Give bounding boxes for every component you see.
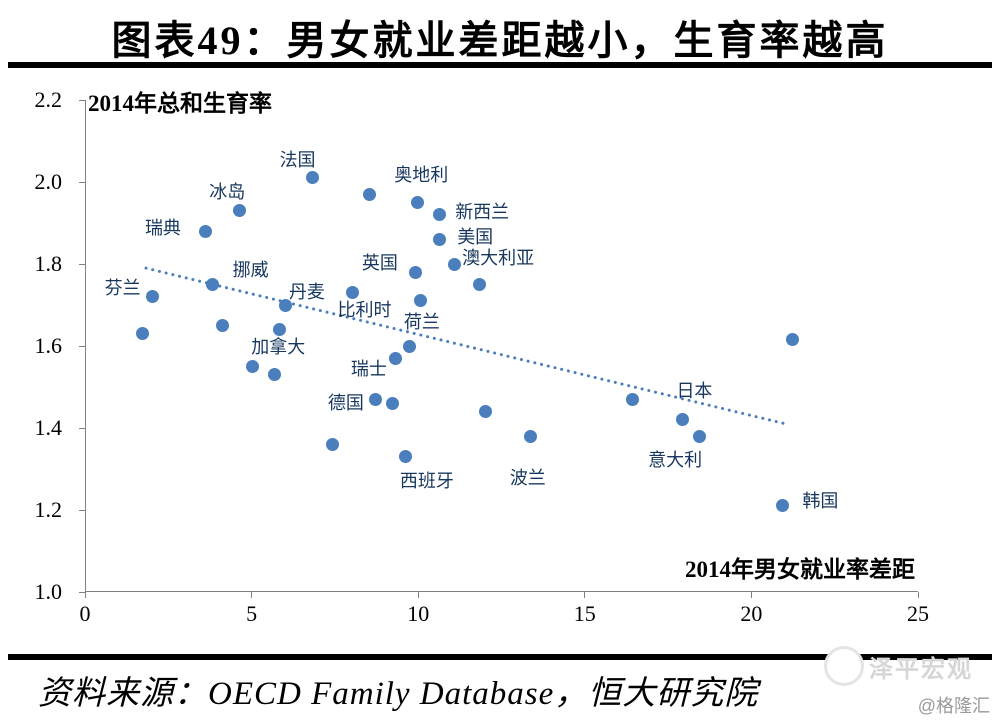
point-label: 瑞士 xyxy=(350,359,387,380)
watermark-logo-icon xyxy=(824,646,864,686)
data-point xyxy=(369,392,383,406)
data-point xyxy=(625,392,639,406)
y-tick-mark xyxy=(79,345,85,347)
point-label: 意大利 xyxy=(648,450,703,471)
data-point xyxy=(432,208,446,222)
x-tick-mark xyxy=(917,592,919,598)
data-point xyxy=(472,278,486,291)
y-tick-mark xyxy=(79,99,85,101)
point-label: 美国 xyxy=(457,227,494,248)
y-tick-label: 1.4 xyxy=(34,415,63,440)
point-label: 法国 xyxy=(279,149,316,170)
data-point xyxy=(146,290,160,304)
data-point xyxy=(414,294,428,308)
data-point xyxy=(447,257,461,271)
data-point xyxy=(267,368,281,382)
x-tick-label: 10 xyxy=(407,601,430,626)
chart-title: 图表49：男女就业差距越小，生育率越高 xyxy=(111,18,889,63)
data-point xyxy=(326,437,340,451)
y-tick-label: 1.8 xyxy=(34,251,63,276)
x-tick-label: 15 xyxy=(573,601,596,626)
data-point xyxy=(411,196,425,209)
point-label: 日本 xyxy=(676,381,713,402)
y-axis-title: 2014年总和生育率 xyxy=(88,91,272,116)
trend-line-layer xyxy=(144,266,788,426)
data-point xyxy=(232,204,246,218)
x-tick-mark xyxy=(84,592,86,598)
data-point xyxy=(386,396,400,410)
y-tick-mark xyxy=(79,509,85,511)
bottom-divider xyxy=(8,654,992,660)
data-point xyxy=(216,319,230,332)
data-point xyxy=(675,413,689,427)
data-point xyxy=(399,450,413,464)
point-label: 波兰 xyxy=(509,468,546,489)
y-tick-mark xyxy=(79,427,85,429)
point-label: 德国 xyxy=(327,393,364,414)
data-point xyxy=(362,187,376,201)
data-point xyxy=(246,360,260,373)
data-point xyxy=(479,405,493,419)
point-label: 韩国 xyxy=(802,490,839,511)
point-label: 荷兰 xyxy=(403,311,440,332)
y-tick-label: 1.6 xyxy=(34,333,63,358)
point-label: 奥地利 xyxy=(394,165,449,186)
data-point xyxy=(692,429,706,443)
data-point xyxy=(524,429,538,443)
platform-watermark: @格隆汇 xyxy=(917,696,990,716)
data-point xyxy=(199,224,213,238)
point-label: 挪威 xyxy=(232,259,269,280)
point-label: 比利时 xyxy=(337,299,392,320)
data-point xyxy=(389,351,403,365)
x-tick-mark xyxy=(417,592,419,598)
point-label: 澳大利亚 xyxy=(462,248,535,268)
plot-area: 芬兰 瑞典挪威 冰岛加拿大 丹麦 法国比利时 奥地利德国 瑞士西班牙 英国荷兰 新西兰美国 澳大利… xyxy=(85,100,918,592)
y-tick-mark xyxy=(79,181,85,183)
data-point xyxy=(409,265,423,279)
x-tick-label: 0 xyxy=(79,601,91,626)
point-label: 冰岛 xyxy=(209,181,246,202)
data-point xyxy=(206,278,220,291)
data-point xyxy=(272,323,286,337)
data-point xyxy=(432,232,446,246)
y-tick-label: 2.2 xyxy=(34,87,63,112)
y-tick-label: 1.2 xyxy=(34,497,63,522)
y-tick-label: 1.0 xyxy=(34,579,63,604)
data-point xyxy=(785,333,799,347)
point-label: 瑞典 xyxy=(144,218,181,239)
point-label: 丹麦 xyxy=(288,282,325,302)
source-note: 资料来源：OECD Family Database，恒大研究院 xyxy=(38,676,759,712)
data-point xyxy=(136,327,150,341)
point-label: 新西兰 xyxy=(455,201,510,222)
y-tick-mark xyxy=(79,591,85,593)
data-point xyxy=(402,339,416,353)
y-tick-label: 2.0 xyxy=(34,169,63,194)
top-divider xyxy=(8,62,992,68)
data-point xyxy=(346,286,360,300)
point-label: 芬兰 xyxy=(104,277,141,298)
x-tick-label: 20 xyxy=(740,601,763,626)
trend-line xyxy=(144,266,788,426)
point-label: 加拿大 xyxy=(251,336,306,357)
x-tick-mark xyxy=(750,592,752,598)
point-label: 英国 xyxy=(361,253,398,274)
x-axis-title: 2014年男女就业率差距 xyxy=(685,557,915,582)
x-tick-mark xyxy=(584,592,586,598)
data-point xyxy=(306,171,320,185)
y-tick-mark xyxy=(79,263,85,265)
data-point xyxy=(775,499,789,513)
point-label: 西班牙 xyxy=(399,470,454,491)
watermark: 泽平宏观 xyxy=(824,646,973,686)
x-tick-label: 25 xyxy=(907,601,929,626)
watermark-text: 泽平宏观 xyxy=(869,656,973,683)
x-tick-label: 5 xyxy=(246,601,258,626)
x-tick-mark xyxy=(251,592,253,598)
data-point xyxy=(279,298,293,312)
